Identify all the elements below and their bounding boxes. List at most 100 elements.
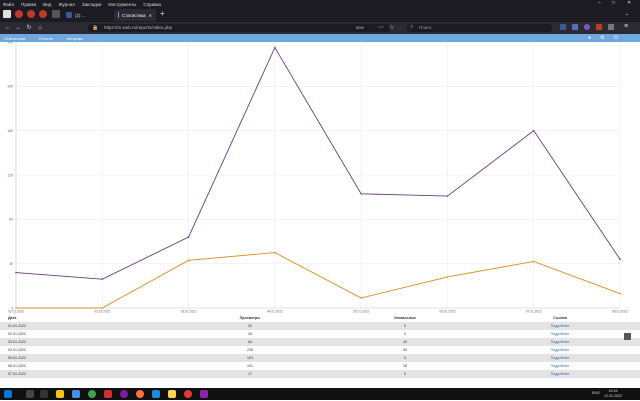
user-icon[interactable]: ● [588, 35, 592, 41]
taskbar-clock[interactable]: 15:16 12.01.2022 [604, 388, 622, 401]
table-cell: 9 [404, 356, 406, 360]
app-icon[interactable] [104, 390, 112, 398]
file-explorer-icon[interactable] [56, 390, 64, 398]
details-link[interactable]: Подробнее [550, 364, 570, 368]
app-icon[interactable] [152, 390, 160, 398]
data-point [532, 129, 535, 132]
account-icon[interactable] [584, 24, 590, 30]
clock-time: 15:16 [608, 389, 618, 393]
minimize-icon[interactable]: – [598, 0, 601, 6]
table-cell: 101 [247, 364, 253, 368]
stats-table: Дата Просмотры Уникальные Ссылка 01.01.2022 3… [0, 314, 640, 378]
task-view-icon[interactable] [40, 390, 48, 398]
table-cell: 05.01.2022 [8, 356, 26, 360]
language-indicator[interactable]: ENG [592, 391, 600, 395]
menu-item-bookmarks[interactable]: Закладки [81, 1, 102, 7]
bookmark-star-icon[interactable]: ☆ [389, 25, 395, 31]
extension-icon[interactable] [608, 24, 614, 30]
data-point [446, 276, 449, 278]
x-tick-label: 06.01.2022 [439, 310, 455, 314]
details-link[interactable]: Подробнее [550, 372, 570, 376]
x-tick-label: 03.01.2022 [181, 310, 197, 314]
page-actions-icon[interactable]: ⋯ [378, 25, 384, 31]
search-taskbar-icon[interactable] [26, 390, 34, 398]
data-point [187, 259, 190, 262]
tab-browser-2[interactable]: Статистика ✕ [114, 9, 156, 21]
site-nav-item[interactable]: Метрики [66, 35, 83, 41]
details-link[interactable]: Подробнее [550, 348, 570, 352]
table-cell: 32 [248, 324, 252, 328]
pinned-tab-icon[interactable] [15, 10, 23, 18]
details-link[interactable]: Подробнее [550, 340, 570, 344]
menu-item-help[interactable]: Справка [143, 1, 162, 7]
pinned-tab-icon[interactable] [52, 10, 60, 18]
column-header[interactable]: Просмотры [239, 316, 261, 320]
data-point [532, 260, 535, 263]
site-nav-item[interactable]: Отчеты [39, 35, 53, 41]
app-icon[interactable] [88, 390, 96, 398]
home-icon[interactable]: ⌂ [38, 25, 42, 31]
app-icon[interactable] [200, 390, 208, 398]
app-icon[interactable] [184, 390, 192, 398]
search-input[interactable]: Поиск [407, 24, 552, 32]
settings-icon[interactable]: ⚙ [600, 35, 605, 41]
menu-item-view[interactable]: Вид [43, 1, 52, 7]
table-cell: 235 [247, 348, 253, 352]
scrollbar-thumb[interactable] [624, 333, 631, 340]
table-cell: 26 [248, 332, 252, 336]
tab-favicon [66, 12, 72, 18]
x-tick-label: 07.01.2022 [526, 310, 542, 314]
table-cell: 50 [403, 348, 407, 352]
details-link[interactable]: Подробнее [550, 332, 570, 336]
x-tick-label: 08.01.2022 [612, 310, 628, 314]
back-icon[interactable]: ← [5, 25, 11, 31]
zoom-level[interactable]: 50% [356, 25, 365, 30]
facebook-container-icon[interactable] [560, 24, 566, 30]
data-point [274, 46, 276, 49]
x-tick-label: 05.01.2022 [353, 310, 369, 314]
data-point [15, 271, 17, 274]
menu-item-edit[interactable]: Правка [21, 1, 37, 7]
pinned-tab-icon[interactable] [27, 10, 35, 18]
lock-icon[interactable]: 🔒 [92, 25, 99, 31]
app-icon[interactable] [168, 390, 176, 398]
menu-item-file[interactable]: Файл [3, 1, 15, 7]
maximize-icon[interactable]: □ [612, 0, 616, 6]
column-header[interactable]: Уникальные [393, 316, 416, 320]
reload-icon[interactable]: ↻ [26, 25, 32, 31]
new-tab-button[interactable]: + [160, 9, 165, 18]
tab-browser-1[interactable]: (2) ... [62, 9, 114, 21]
tab-label: (2) ... [75, 12, 86, 18]
pinned-tab-icon[interactable] [39, 10, 47, 18]
addon-icon[interactable] [596, 24, 602, 30]
column-header[interactable]: Дата [8, 316, 17, 320]
start-icon[interactable] [4, 390, 12, 398]
site-nav-item[interactable]: Статистика [4, 35, 26, 41]
app-icon[interactable] [72, 390, 80, 398]
menu-item-tools[interactable]: Инструменты [108, 1, 137, 7]
url-bar[interactable]: https://m.web.ru/reports/video.php [88, 24, 390, 32]
table-cell: 64 [248, 340, 252, 344]
table-cell: 01.01.2022 [8, 324, 26, 328]
list-tabs-icon[interactable]: ⌄ [625, 11, 630, 17]
series-line-2 [16, 252, 621, 309]
site-nav: Статистика Отчеты Метрики [0, 34, 640, 42]
firefox-view-icon[interactable] [3, 10, 11, 18]
details-link[interactable]: Подробнее [550, 324, 570, 328]
taskbar: ENG [0, 388, 640, 400]
viber-icon[interactable] [120, 390, 128, 398]
hamburger-menu-icon[interactable]: ≡ [624, 23, 629, 30]
data-point [101, 278, 104, 280]
table-cell: 0 [404, 332, 406, 336]
logout-icon[interactable]: ⏻ [614, 35, 618, 41]
menu-item-history[interactable]: Журнал [58, 1, 75, 7]
column-header[interactable]: Ссылка [553, 316, 567, 320]
firefox-icon[interactable] [136, 390, 144, 398]
close-tab-icon[interactable]: ✕ [148, 12, 152, 18]
forward-icon[interactable]: → [15, 25, 21, 31]
extension-icon[interactable] [572, 24, 578, 30]
table-cell: 04.01.2022 [8, 348, 26, 352]
close-window-icon[interactable]: ✕ [627, 0, 632, 6]
details-link[interactable]: Подробнее [550, 356, 570, 360]
data-point [619, 292, 621, 295]
